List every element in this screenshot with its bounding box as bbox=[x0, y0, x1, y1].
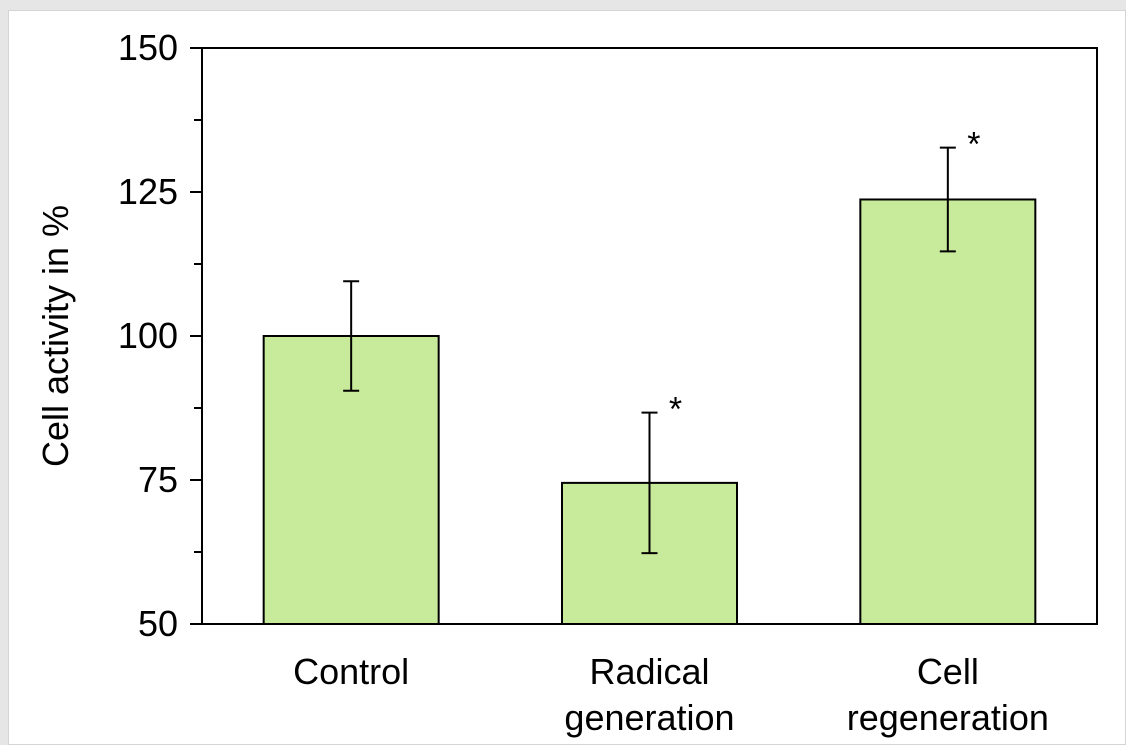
significance-asterisk: * bbox=[967, 126, 980, 164]
bar bbox=[859, 198, 1037, 625]
x-axis-labels: Control Radical generation Cell regeneration bbox=[293, 651, 1049, 738]
y-tick-label: 50 bbox=[138, 603, 178, 644]
y-tick-label: 75 bbox=[138, 459, 178, 500]
x-category-label: Cell bbox=[917, 651, 979, 692]
y-tick-label: 125 bbox=[118, 171, 178, 212]
x-category-label: generation bbox=[564, 697, 734, 738]
y-axis: 50 75 100 125 150 bbox=[118, 27, 202, 644]
y-tick-label: 150 bbox=[118, 27, 178, 68]
annotations-group: ** bbox=[669, 126, 981, 429]
x-category-label: Radical bbox=[589, 651, 709, 692]
x-category-label: Control bbox=[293, 651, 409, 692]
x-category-label: regeneration bbox=[847, 697, 1049, 738]
error-bars-group bbox=[343, 146, 956, 555]
y-tick-label: 100 bbox=[118, 315, 178, 356]
significance-asterisk: * bbox=[669, 391, 682, 429]
y-axis-title: Cell activity in % bbox=[35, 205, 76, 467]
